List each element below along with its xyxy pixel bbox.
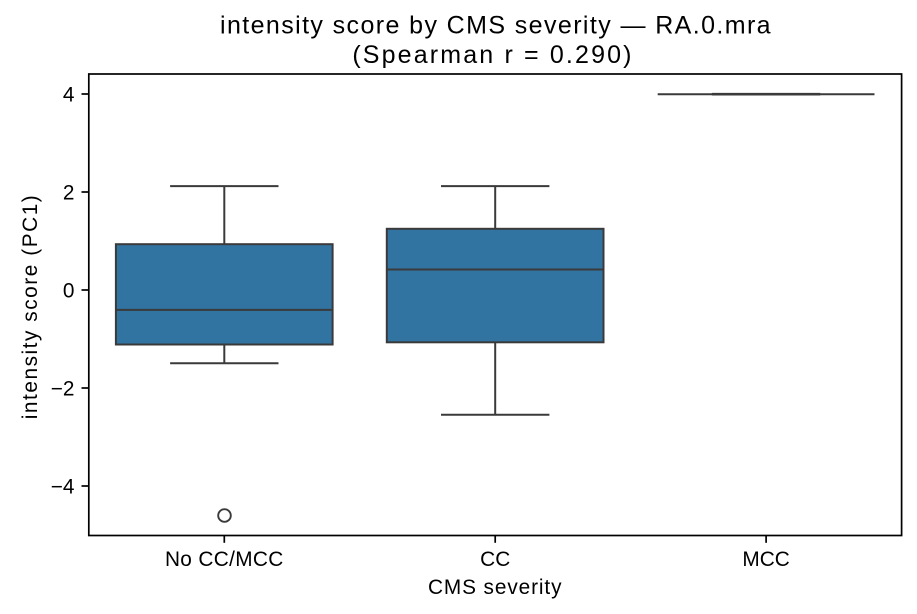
svg-text:CC: CC: [480, 548, 510, 571]
svg-text:4: 4: [63, 84, 75, 107]
svg-text:2: 2: [63, 182, 75, 205]
svg-text:MCC: MCC: [742, 548, 789, 571]
svg-text:intensity score (PC1): intensity score (PC1): [19, 194, 42, 420]
svg-text:No CC/MCC: No CC/MCC: [165, 548, 284, 571]
svg-text:−4: −4: [51, 476, 75, 499]
svg-text:(Spearman r = 0.290): (Spearman r = 0.290): [352, 41, 633, 69]
svg-text:−2: −2: [51, 378, 75, 401]
svg-text:CMS severity: CMS severity: [428, 576, 562, 599]
svg-text:intensity score by CMS severit: intensity score by CMS severity — RA.0.m…: [220, 12, 772, 40]
svg-text:0: 0: [63, 280, 75, 303]
